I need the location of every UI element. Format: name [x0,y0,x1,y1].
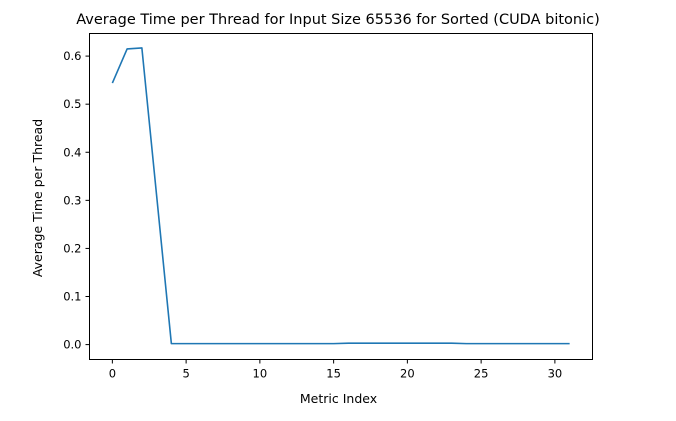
y-tick-label: 0.3 [63,193,81,207]
series-line [111,47,570,345]
x-tick-label: 25 [474,367,489,381]
plot-frame [89,33,593,360]
plot-area [111,47,570,345]
y-tick-label: 0.4 [63,145,81,159]
x-tick-label: 30 [548,367,563,381]
y-tick-label: 0.0 [63,338,81,352]
x-axis-label: Metric Index [300,391,377,406]
x-tick-label: 5 [182,367,189,381]
x-tick-label: 20 [400,367,415,381]
y-tick-label: 0.5 [63,97,81,111]
chart-title: Average Time per Thread for Input Size 6… [76,12,600,28]
y-axis-label: Average Time per Thread [30,119,45,277]
y-tick-label: 0.1 [63,290,81,304]
y-tick-label: 0.2 [63,241,81,255]
x-tick-label: 15 [326,367,341,381]
x-tick-label: 10 [253,367,268,381]
x-tick-label: 0 [109,367,116,381]
y-axis: 0.0 0.1 0.2 0.3 0.4 0.5 0.6 [63,49,90,352]
y-tick-label: 0.6 [63,49,81,63]
x-axis: 0 5 10 15 20 25 30 [109,359,563,381]
